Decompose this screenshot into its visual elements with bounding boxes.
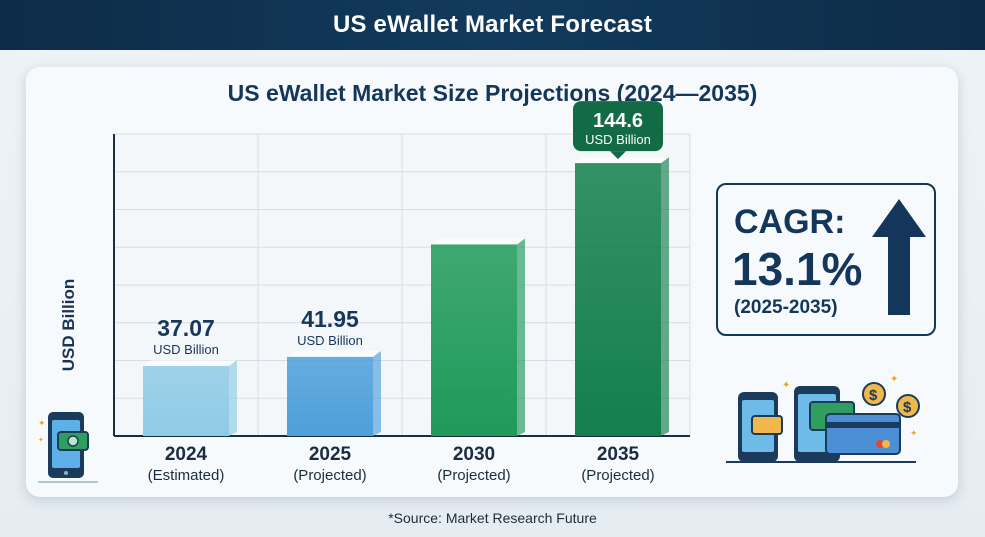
- x-tick-note: (Projected): [293, 467, 366, 484]
- y-axis-label: USD Billion: [59, 279, 78, 372]
- data-label: 144.6: [593, 110, 643, 132]
- svg-text:✦: ✦: [782, 380, 790, 391]
- value-callout: [573, 101, 663, 152]
- phones-and-cards-icon: $ $ ✦ ✦ ✦: [726, 374, 920, 463]
- cagr-value: 13.1%: [732, 243, 863, 295]
- bar-side-2025: [373, 350, 381, 436]
- svg-text:✦: ✦: [910, 428, 918, 438]
- header-banner: US eWallet Market Forecast: [0, 0, 985, 50]
- x-tick-label: 2024: [165, 444, 208, 465]
- svg-text:$: $: [869, 387, 878, 404]
- data-label: 41.95: [301, 306, 359, 332]
- bar-2030: [431, 244, 517, 436]
- source-note: *Source: Market Research Future: [388, 510, 597, 526]
- x-tick-note: (Projected): [581, 467, 654, 484]
- bar-side-2035: [661, 157, 669, 436]
- bar-top-2035: [575, 157, 669, 164]
- data-label-unit: USD Billion: [153, 342, 219, 357]
- cagr-period: (2025-2035): [734, 297, 838, 318]
- x-tick-note: (Estimated): [148, 467, 225, 484]
- data-label: 37.07: [157, 315, 215, 341]
- x-tick-label: 2025: [309, 444, 352, 465]
- bar-2024: [143, 366, 229, 436]
- bar-2035: [575, 163, 661, 436]
- bar-top-2025: [287, 350, 381, 357]
- cagr-label: CAGR:: [734, 203, 846, 241]
- data-label-unit: USD Billion: [585, 132, 651, 147]
- value-callout-pointer: [610, 151, 626, 160]
- bar-2025: [287, 356, 373, 436]
- svg-text:✦: ✦: [890, 374, 898, 385]
- bar-side-2030: [517, 238, 525, 436]
- svg-text:✦: ✦: [38, 436, 44, 444]
- page-title: US eWallet Market Forecast: [332, 11, 653, 38]
- svg-text:✦: ✦: [38, 418, 46, 428]
- data-label-unit: USD Billion: [297, 333, 363, 348]
- x-tick-note: (Projected): [437, 467, 510, 484]
- svg-text:$: $: [903, 399, 912, 416]
- bar-side-2024: [229, 360, 237, 436]
- mobile-wallet-icon: ✦ ✦: [38, 412, 98, 483]
- cagr-box: CAGR: 13.1% (2025-2035): [716, 183, 936, 336]
- bar-top-2024: [143, 360, 237, 367]
- x-tick-label: 2035: [597, 444, 640, 465]
- x-tick-label: 2030: [453, 444, 495, 465]
- chart-title: US eWallet Market Size Projections (2024…: [227, 80, 758, 106]
- bar-top-2030: [431, 238, 525, 245]
- up-arrow-icon: [872, 199, 926, 315]
